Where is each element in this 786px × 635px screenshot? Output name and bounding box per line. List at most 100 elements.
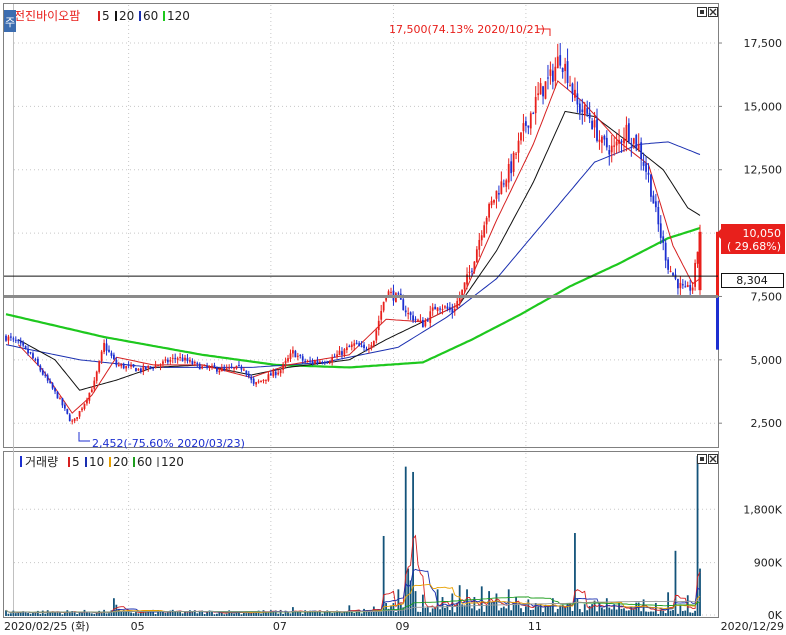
current-price-value: 10,050 [743, 227, 782, 240]
legend-label: 5 [72, 455, 80, 469]
volume-title: 거래량 [25, 455, 58, 469]
volume-bar [358, 609, 361, 616]
candle-body [333, 356, 336, 358]
volume-bar [421, 594, 424, 616]
volume-bar [674, 550, 677, 616]
current-price-box [721, 224, 785, 254]
candle-body [363, 344, 365, 349]
volume-bar [448, 610, 451, 616]
volume-bar [603, 609, 606, 616]
candlesticks [5, 43, 719, 425]
candle-body [292, 350, 294, 354]
candle-body [458, 296, 461, 302]
volume-bar [473, 597, 476, 616]
volume-bar [502, 606, 505, 616]
candle-body [228, 367, 231, 369]
candle-body [591, 120, 593, 130]
candle-body [645, 163, 647, 172]
volume-bar [615, 609, 618, 616]
candle-body [213, 365, 216, 368]
volume-bar [417, 611, 419, 616]
volume-bar [574, 533, 576, 616]
candle-body [230, 366, 233, 368]
volume-bar [152, 609, 155, 616]
candle-body [586, 108, 589, 114]
volume-bar [137, 613, 140, 616]
volume-bar [647, 611, 650, 616]
candle-body [417, 319, 419, 321]
candle-body [314, 360, 316, 364]
volume-bar [429, 612, 432, 616]
candle-body [255, 382, 258, 385]
legend-label: 60 [137, 455, 152, 469]
candle-body [419, 319, 422, 321]
candle-body [242, 369, 245, 371]
candle-body [434, 306, 437, 310]
volume-bar [174, 611, 177, 616]
candle-body [269, 373, 272, 376]
candle-body [689, 285, 692, 291]
candle-body [466, 274, 468, 285]
volume-bar [301, 613, 304, 616]
volume-bar [586, 610, 589, 616]
candle-body [282, 364, 285, 370]
candle-body [113, 354, 115, 360]
price-legend: 전진바이오팜 5 20 60 120 [10, 9, 190, 23]
candle-body [681, 284, 684, 286]
candle-body [189, 360, 191, 362]
candle-body [238, 364, 240, 366]
candle-body [583, 105, 586, 116]
candle-body [615, 141, 618, 146]
candle-body [304, 360, 307, 363]
volume-bar [265, 612, 267, 616]
volume-bar [605, 598, 608, 616]
candle-body [22, 342, 25, 346]
candle-body [426, 320, 429, 322]
volume-bar [640, 611, 643, 616]
candle-body [473, 261, 476, 272]
volume-bar [679, 605, 682, 616]
candle-body [90, 389, 93, 393]
candle-body [181, 357, 184, 362]
candle-body [100, 351, 103, 362]
candle-body [493, 199, 495, 203]
candle-body [262, 379, 265, 381]
volume-bar [27, 612, 29, 616]
candle-body [576, 93, 579, 105]
volume-ma-lines [5, 534, 701, 614]
candle-body [306, 360, 309, 362]
volume-bar [672, 610, 674, 616]
candle-body [56, 391, 59, 399]
candle-body [439, 308, 441, 310]
chart-type-tag[interactable] [4, 10, 16, 32]
volume-bar [255, 612, 258, 616]
volume-bar [269, 610, 272, 616]
volume-bar [196, 613, 199, 616]
volume-panel-frame [3, 451, 719, 618]
volume-bar [294, 611, 297, 616]
candle-body [41, 370, 44, 375]
volume-bar [127, 610, 130, 616]
candle-body [174, 357, 177, 359]
candle-body [68, 414, 71, 422]
volume-bar [642, 599, 645, 616]
volume-bar [353, 612, 356, 616]
volume-bar [363, 608, 365, 616]
volume-tick-label: 1,800K [743, 503, 782, 516]
candle-body [498, 193, 500, 195]
candle-body [250, 376, 253, 380]
volume-bar [103, 609, 105, 616]
stock-name-label: 전진바이오팜 [14, 9, 80, 23]
volume-bar [304, 610, 307, 616]
volume-bar [162, 611, 164, 616]
candle-body [674, 274, 677, 279]
candle-body [515, 153, 517, 155]
volume-bar [68, 612, 71, 616]
volume-bar [689, 612, 692, 616]
volume-bar [228, 610, 231, 616]
volume-bar [267, 612, 270, 616]
candle-body [115, 359, 118, 366]
volume-bar [230, 611, 233, 616]
candle-body [696, 251, 699, 264]
ma60-line [5, 141, 701, 368]
